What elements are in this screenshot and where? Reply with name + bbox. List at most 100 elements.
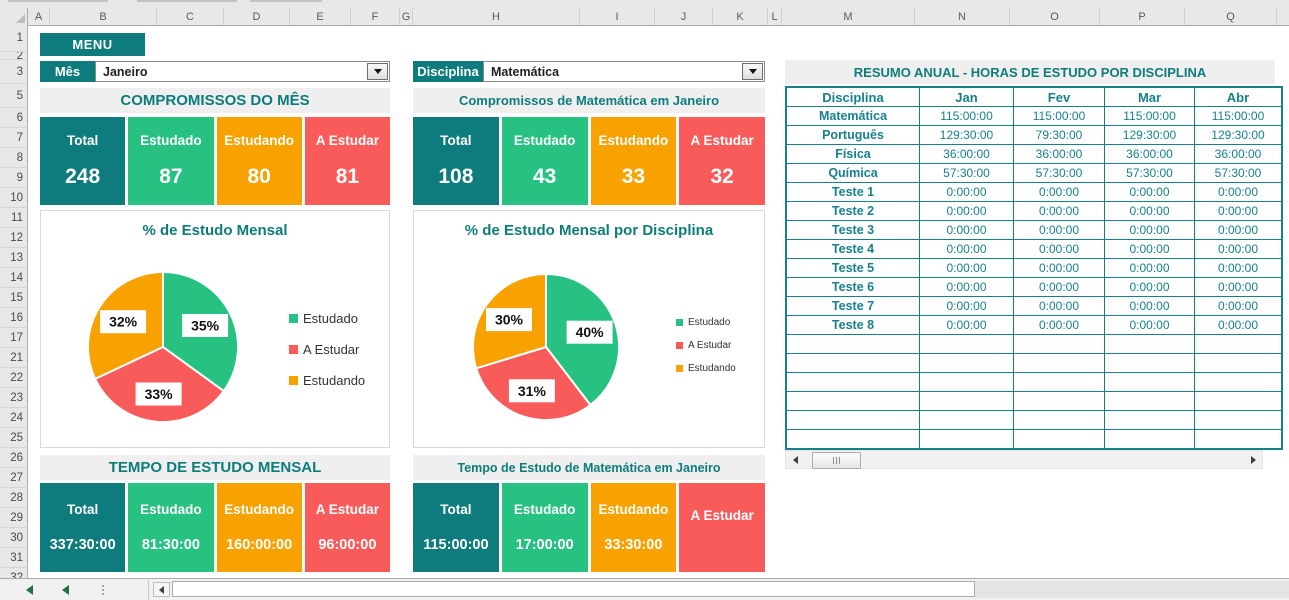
column-header-D[interactable]: D bbox=[224, 8, 290, 25]
table-cell-discipline[interactable]: Português bbox=[786, 126, 920, 145]
table-cell-value[interactable]: 0:00:00 bbox=[1105, 183, 1195, 202]
table-cell-discipline[interactable] bbox=[786, 373, 920, 392]
column-header-J[interactable]: J bbox=[655, 8, 713, 25]
table-cell-value[interactable] bbox=[1014, 392, 1105, 411]
table-cell-value[interactable] bbox=[920, 373, 1014, 392]
table-cell-value[interactable]: 0:00:00 bbox=[1105, 259, 1195, 278]
column-header-B[interactable]: B bbox=[50, 8, 157, 25]
table-cell-value[interactable]: 36:00:00 bbox=[1105, 145, 1195, 164]
row-header-16[interactable]: 16 bbox=[0, 308, 28, 328]
table-cell-value[interactable]: 0:00:00 bbox=[1195, 278, 1283, 297]
row-header-9[interactable]: 9 bbox=[0, 168, 28, 188]
table-cell-value[interactable]: 115:00:00 bbox=[920, 107, 1014, 126]
row-header-27[interactable]: 27 bbox=[0, 468, 28, 488]
row-header-10[interactable]: 10 bbox=[0, 188, 28, 208]
row-header-17[interactable]: 17 bbox=[0, 328, 28, 348]
table-cell-value[interactable]: 0:00:00 bbox=[1195, 221, 1283, 240]
table-cell-value[interactable] bbox=[1014, 373, 1105, 392]
table-cell-value[interactable]: 0:00:00 bbox=[920, 278, 1014, 297]
table-cell-value[interactable]: 0:00:00 bbox=[1014, 202, 1105, 221]
table-cell-value[interactable]: 129:30:00 bbox=[1195, 126, 1283, 145]
column-header-C[interactable]: C bbox=[157, 8, 224, 25]
row-header-14[interactable]: 14 bbox=[0, 268, 28, 288]
table-cell-value[interactable]: 0:00:00 bbox=[1014, 240, 1105, 259]
discipline-study-pie-chart[interactable]: % de Estudo Mensal por Disciplina 40%31%… bbox=[413, 210, 765, 448]
table-cell-discipline[interactable]: Teste 4 bbox=[786, 240, 920, 259]
table-cell-value[interactable] bbox=[1014, 430, 1105, 450]
table-cell-value[interactable] bbox=[1105, 335, 1195, 354]
table-cell-value[interactable]: 0:00:00 bbox=[1195, 202, 1283, 221]
column-header-E[interactable]: E bbox=[290, 8, 351, 25]
table-cell-discipline[interactable]: Teste 8 bbox=[786, 316, 920, 335]
table-cell-value[interactable]: 115:00:00 bbox=[1195, 107, 1283, 126]
month-select[interactable]: Janeiro bbox=[95, 61, 390, 82]
table-cell-value[interactable]: 0:00:00 bbox=[1105, 240, 1195, 259]
table-cell-value[interactable]: 0:00:00 bbox=[920, 297, 1014, 316]
table-cell-discipline[interactable] bbox=[786, 354, 920, 373]
row-header-5[interactable]: 5 bbox=[0, 84, 28, 108]
table-cell-value[interactable] bbox=[1195, 430, 1283, 450]
table-cell-discipline[interactable] bbox=[786, 411, 920, 430]
table-cell-value[interactable] bbox=[920, 335, 1014, 354]
table-cell-discipline[interactable] bbox=[786, 430, 920, 450]
table-cell-value[interactable]: 0:00:00 bbox=[920, 259, 1014, 278]
hscroll-left-button[interactable] bbox=[153, 582, 170, 597]
table-cell-value[interactable]: 0:00:00 bbox=[1105, 221, 1195, 240]
scrollbar-thumb[interactable] bbox=[812, 452, 861, 469]
prev-sheet-icon[interactable] bbox=[62, 585, 69, 595]
row-header-3[interactable]: 3 bbox=[0, 60, 28, 84]
table-cell-discipline[interactable]: Teste 5 bbox=[786, 259, 920, 278]
table-cell-discipline[interactable] bbox=[786, 335, 920, 354]
table-cell-value[interactable] bbox=[1014, 335, 1105, 354]
monthly-study-pie-chart[interactable]: % de Estudo Mensal 35%33%32% EstudadoA E… bbox=[40, 210, 390, 448]
table-cell-value[interactable] bbox=[1105, 430, 1195, 450]
table-header-cell[interactable]: Abr bbox=[1195, 87, 1283, 107]
table-horizontal-scrollbar[interactable] bbox=[785, 450, 1263, 469]
table-cell-discipline[interactable]: Teste 3 bbox=[786, 221, 920, 240]
row-header-23[interactable]: 23 bbox=[0, 388, 28, 408]
row-header-22[interactable]: 22 bbox=[0, 368, 28, 388]
discipline-select[interactable]: Matemática bbox=[483, 61, 765, 82]
table-cell-value[interactable]: 0:00:00 bbox=[1195, 316, 1283, 335]
table-cell-discipline[interactable]: Teste 2 bbox=[786, 202, 920, 221]
table-cell-value[interactable]: 129:30:00 bbox=[920, 126, 1014, 145]
table-cell-value[interactable] bbox=[1105, 373, 1195, 392]
row-header-25[interactable]: 25 bbox=[0, 428, 28, 448]
column-header-G[interactable]: G bbox=[400, 8, 413, 25]
table-cell-value[interactable] bbox=[1195, 335, 1283, 354]
table-header-cell[interactable]: Fev bbox=[1014, 87, 1105, 107]
table-cell-value[interactable]: 0:00:00 bbox=[920, 316, 1014, 335]
row-header-12[interactable]: 12 bbox=[0, 228, 28, 248]
row-header-29[interactable]: 29 bbox=[0, 508, 28, 528]
column-header-M[interactable]: M bbox=[782, 8, 915, 25]
table-cell-value[interactable]: 57:30:00 bbox=[1014, 164, 1105, 183]
table-cell-value[interactable]: 79:30:00 bbox=[1014, 126, 1105, 145]
table-cell-value[interactable]: 0:00:00 bbox=[1195, 297, 1283, 316]
row-header-15[interactable]: 15 bbox=[0, 288, 28, 308]
table-cell-value[interactable] bbox=[1105, 411, 1195, 430]
row-header-6[interactable]: 6 bbox=[0, 108, 28, 128]
table-cell-value[interactable] bbox=[1195, 373, 1283, 392]
table-cell-discipline[interactable]: Química bbox=[786, 164, 920, 183]
row-header-13[interactable]: 13 bbox=[0, 248, 28, 268]
table-cell-value[interactable]: 36:00:00 bbox=[1195, 145, 1283, 164]
row-header-7[interactable]: 7 bbox=[0, 128, 28, 148]
table-cell-value[interactable]: 115:00:00 bbox=[1014, 107, 1105, 126]
column-header-A[interactable]: A bbox=[28, 8, 50, 25]
row-header-26[interactable]: 26 bbox=[0, 448, 28, 468]
table-cell-value[interactable]: 129:30:00 bbox=[1105, 126, 1195, 145]
column-header-I[interactable]: I bbox=[580, 8, 655, 25]
table-cell-value[interactable]: 0:00:00 bbox=[1014, 183, 1105, 202]
table-cell-value[interactable]: 0:00:00 bbox=[1195, 240, 1283, 259]
column-header-Q[interactable]: Q bbox=[1185, 8, 1277, 25]
scroll-left-icon[interactable] bbox=[793, 456, 798, 464]
discipline-dropdown-button[interactable] bbox=[742, 63, 763, 80]
table-cell-value[interactable]: 0:00:00 bbox=[920, 240, 1014, 259]
scroll-right-icon[interactable] bbox=[1251, 456, 1256, 464]
table-cell-value[interactable]: 0:00:00 bbox=[920, 183, 1014, 202]
table-cell-discipline[interactable]: Teste 7 bbox=[786, 297, 920, 316]
table-cell-value[interactable] bbox=[1195, 392, 1283, 411]
table-header-cell[interactable]: Jan bbox=[920, 87, 1014, 107]
first-sheet-icon[interactable] bbox=[26, 585, 33, 595]
table-cell-value[interactable]: 0:00:00 bbox=[1105, 297, 1195, 316]
